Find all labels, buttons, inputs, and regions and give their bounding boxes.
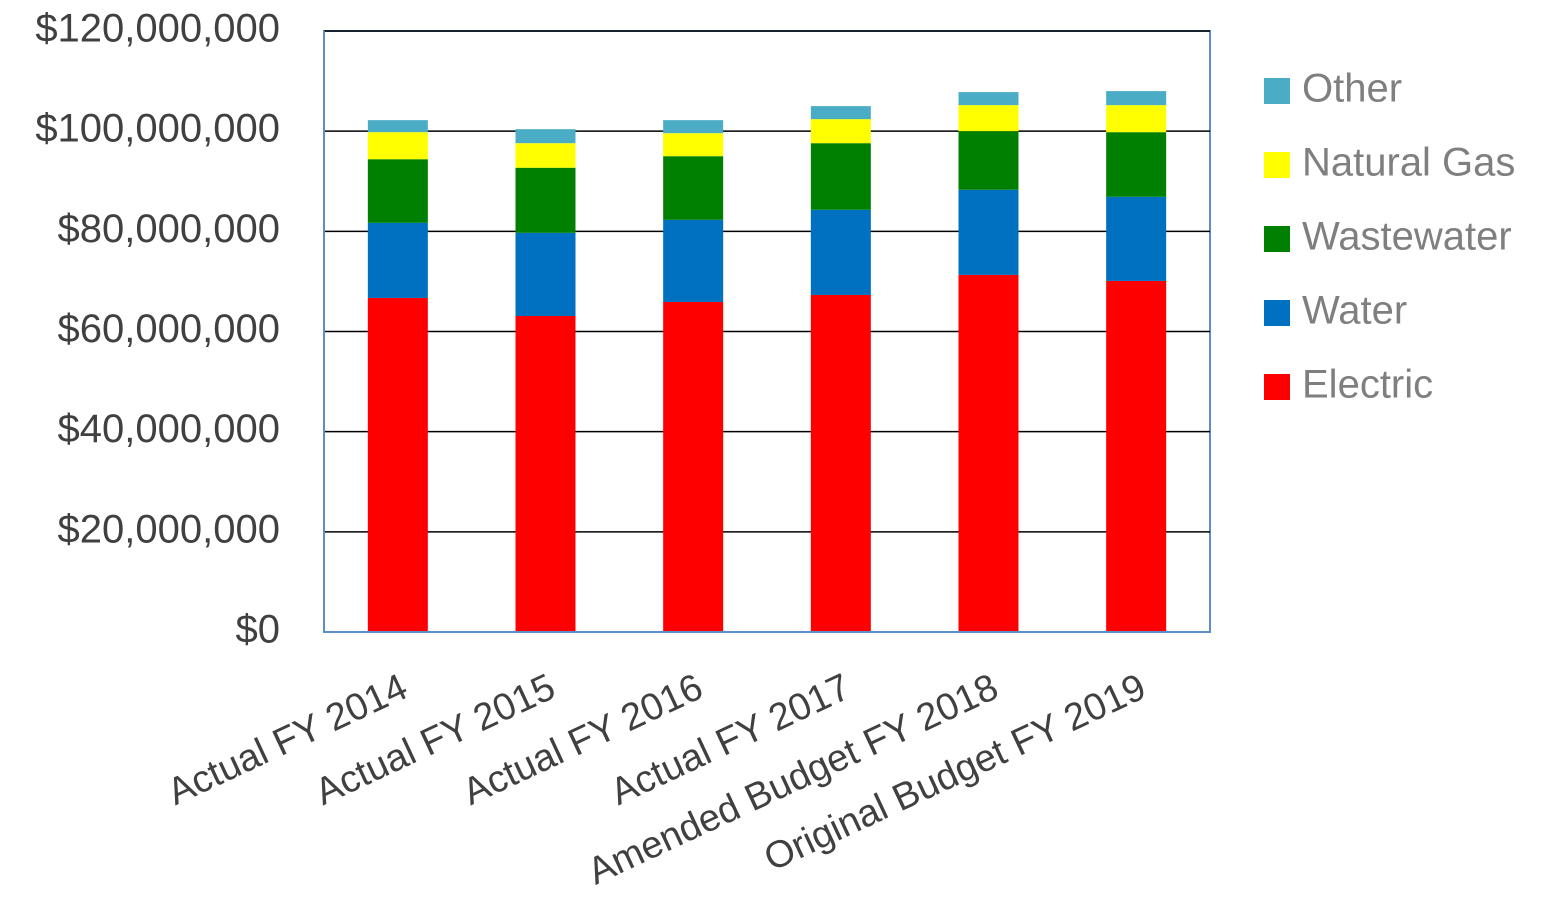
bar-segment <box>515 167 576 233</box>
bar-segment <box>515 143 576 168</box>
bar-segment <box>367 159 428 223</box>
bar-segment <box>810 209 871 295</box>
bar-segment <box>1106 105 1167 133</box>
y-tick-label: $100,000,000 <box>35 107 280 151</box>
legend-swatch <box>1264 226 1290 252</box>
x-tick-label: Actual FY 2014 <box>161 666 414 814</box>
bar-segment <box>663 301 724 632</box>
y-tick-label: $80,000,000 <box>58 207 280 251</box>
bar-segment <box>1106 132 1167 197</box>
bar-segment <box>663 219 724 302</box>
bar-segment <box>958 274 1019 632</box>
legend-label: Other <box>1302 67 1402 111</box>
bar-segment <box>663 156 724 220</box>
bar-segment <box>958 189 1019 275</box>
legend-swatch <box>1264 152 1290 178</box>
legend-swatch <box>1264 300 1290 326</box>
bar-segment <box>810 119 871 144</box>
bar-segment <box>515 232 576 316</box>
bar-segment <box>1106 91 1167 106</box>
bar-segment <box>1106 196 1167 281</box>
bar-segment <box>367 132 428 160</box>
bar-segment <box>515 129 576 144</box>
legend-swatch <box>1264 78 1290 104</box>
bar-segment <box>515 315 576 632</box>
legend-swatch <box>1264 374 1290 400</box>
bar-segment <box>810 294 871 632</box>
bar-segment <box>958 105 1019 132</box>
bar-segment <box>958 92 1019 106</box>
legend-label: Water <box>1302 289 1407 333</box>
y-tick-label: $40,000,000 <box>58 407 280 451</box>
bar-segment <box>367 120 428 133</box>
bar-segment <box>810 106 871 120</box>
bar-segment <box>367 297 428 632</box>
y-tick-label: $60,000,000 <box>58 307 280 351</box>
y-tick-label: $20,000,000 <box>58 507 280 551</box>
bar-segment <box>958 131 1019 190</box>
bar-segment <box>1106 280 1167 632</box>
bar-segment <box>810 143 871 210</box>
legend-label: Natural Gas <box>1302 141 1515 185</box>
legend-label: Electric <box>1302 363 1433 407</box>
legend-label: Wastewater <box>1302 215 1512 259</box>
y-tick-label: $0 <box>236 608 281 652</box>
bar-segment <box>367 222 428 298</box>
bar-segment <box>663 133 724 157</box>
y-tick-label: $120,000,000 <box>35 7 280 51</box>
bar-segment <box>663 120 724 134</box>
